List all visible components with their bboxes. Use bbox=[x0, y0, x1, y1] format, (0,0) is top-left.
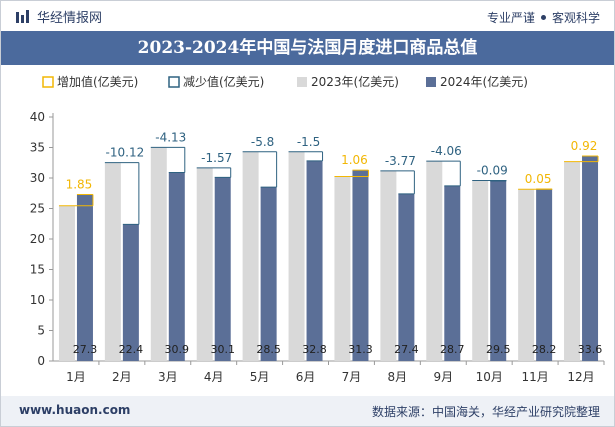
y-tick-label: 30 bbox=[30, 171, 45, 185]
bar-2023 bbox=[380, 170, 397, 361]
x-tick-label: 5月 bbox=[250, 370, 270, 384]
x-tick-label: 1月 bbox=[66, 370, 86, 384]
y-tick-label: 35 bbox=[30, 141, 45, 155]
bar-2024 bbox=[214, 177, 231, 361]
bar-2024 bbox=[536, 188, 553, 361]
legend-increase-label: 增加值(亿美元) bbox=[57, 74, 138, 89]
legend-2024-label: 2024年(亿美元) bbox=[440, 74, 528, 89]
change-value-label: -4.06 bbox=[431, 144, 462, 158]
y-tick-label: 15 bbox=[30, 263, 45, 277]
change-value-label: 0.05 bbox=[525, 172, 552, 186]
bar-2023 bbox=[58, 205, 75, 361]
bar-2024 bbox=[444, 185, 461, 361]
legend-2023-label: 2023年(亿美元) bbox=[311, 74, 399, 89]
bar-2024 bbox=[260, 187, 277, 361]
bar-2023 bbox=[196, 167, 213, 361]
y-tick-label: 10 bbox=[30, 293, 45, 307]
chart-area: 增加值(亿美元) 减少值(亿美元) 2023年(亿美元) 2024年(亿美元) … bbox=[30, 74, 605, 384]
bar-2024-value-label: 28.5 bbox=[256, 343, 281, 356]
bar-2023 bbox=[104, 162, 121, 361]
bar-2024-value-label: 32.8 bbox=[302, 343, 327, 356]
chart-title: 2023-2024年中国与法国月度进口商品总值 bbox=[1, 31, 614, 65]
bar-2023 bbox=[334, 176, 351, 361]
bar-2024-value-label: 30.1 bbox=[210, 343, 235, 356]
x-tick-label: 4月 bbox=[204, 370, 224, 384]
legend: 增加值(亿美元) 减少值(亿美元) 2023年(亿美元) 2024年(亿美元) bbox=[42, 74, 528, 89]
top-bar: 华经情报网 专业严谨 客观科学 bbox=[1, 1, 614, 31]
change-value-label: -1.5 bbox=[297, 135, 320, 149]
bar-2024 bbox=[76, 194, 93, 361]
change-value-label: -4.13 bbox=[155, 130, 186, 144]
footer-source: 数据来源：中国海关，华经产业研究院整理 bbox=[371, 405, 600, 419]
change-value-label: 0.92 bbox=[571, 139, 598, 153]
bar-2023 bbox=[426, 161, 443, 361]
bar-2024 bbox=[582, 156, 599, 361]
tagline-right: 客观科学 bbox=[551, 11, 600, 25]
x-tick-label: 9月 bbox=[433, 370, 453, 384]
legend-2023-swatch bbox=[297, 77, 307, 87]
legend-decrease-swatch bbox=[168, 76, 180, 88]
footer: www.huaon.com 数据来源：中国海关，华经产业研究院整理 bbox=[1, 396, 614, 426]
bar-2024-value-label: 30.9 bbox=[165, 343, 190, 356]
bar-2024-value-label: 29.5 bbox=[486, 343, 511, 356]
bar-2023 bbox=[518, 189, 535, 361]
plot-area: 0 5 10 15 20 25 30 35 40 1.85 27.3 1月 -10.12 22.4 2月 -4… bbox=[30, 110, 605, 384]
footer-site: www.huaon.com bbox=[19, 403, 131, 417]
separator-dot-icon bbox=[540, 15, 546, 20]
x-tick-label: 11月 bbox=[521, 370, 548, 384]
bar-2024 bbox=[352, 170, 369, 361]
bar-2024-value-label: 33.6 bbox=[578, 343, 603, 356]
bar-2023 bbox=[288, 151, 305, 361]
change-value-label: -10.12 bbox=[106, 146, 145, 160]
y-tick-label: 5 bbox=[37, 324, 45, 338]
legend-increase-swatch bbox=[42, 76, 54, 88]
brand: 华经情报网 bbox=[15, 7, 102, 26]
bar-2024 bbox=[398, 193, 415, 361]
bar-2023 bbox=[564, 161, 581, 361]
x-tick-label: 10月 bbox=[476, 370, 503, 384]
change-value-label: -0.09 bbox=[477, 164, 508, 178]
x-tick-label: 7月 bbox=[342, 370, 362, 384]
bar-2024 bbox=[306, 160, 323, 361]
legend-2024-swatch bbox=[426, 77, 436, 87]
y-tick-label: 20 bbox=[30, 232, 45, 246]
bar-2024 bbox=[122, 224, 139, 361]
x-tick-label: 3月 bbox=[158, 370, 178, 384]
tagline: 专业严谨 客观科学 bbox=[487, 9, 600, 26]
bar-2023 bbox=[150, 147, 167, 361]
bar-2024-value-label: 28.2 bbox=[532, 343, 557, 356]
bar-2024 bbox=[490, 181, 507, 361]
change-value-label: 1.85 bbox=[66, 177, 93, 191]
bar-2024-value-label: 27.3 bbox=[73, 343, 98, 356]
y-tick-label: 40 bbox=[30, 110, 45, 124]
tagline-left: 专业严谨 bbox=[486, 11, 535, 25]
change-value-label: -3.77 bbox=[385, 154, 416, 168]
y-tick-label: 25 bbox=[30, 202, 45, 216]
bar-2024-value-label: 28.7 bbox=[440, 343, 465, 356]
bar-2024-value-label: 27.4 bbox=[394, 343, 419, 356]
change-value-label: 1.06 bbox=[341, 153, 368, 167]
legend-decrease-label: 减少值(亿美元) bbox=[183, 74, 264, 89]
bar-2023 bbox=[242, 151, 259, 361]
x-tick-label: 2月 bbox=[112, 370, 132, 384]
change-value-label: -1.57 bbox=[201, 151, 232, 165]
x-tick-label: 6月 bbox=[296, 370, 316, 384]
x-tick-label: 12月 bbox=[567, 370, 594, 384]
bar-2024 bbox=[168, 172, 185, 361]
x-tick-label: 8月 bbox=[388, 370, 408, 384]
brand-name: 华经情报网 bbox=[37, 11, 103, 26]
bar-2024-value-label: 22.4 bbox=[119, 343, 144, 356]
change-value-label: -5.8 bbox=[251, 135, 274, 149]
bar-2024-value-label: 31.3 bbox=[348, 343, 373, 356]
y-tick-label: 0 bbox=[37, 354, 45, 368]
brand-logo-icon bbox=[16, 9, 29, 23]
bar-2023 bbox=[472, 180, 489, 361]
